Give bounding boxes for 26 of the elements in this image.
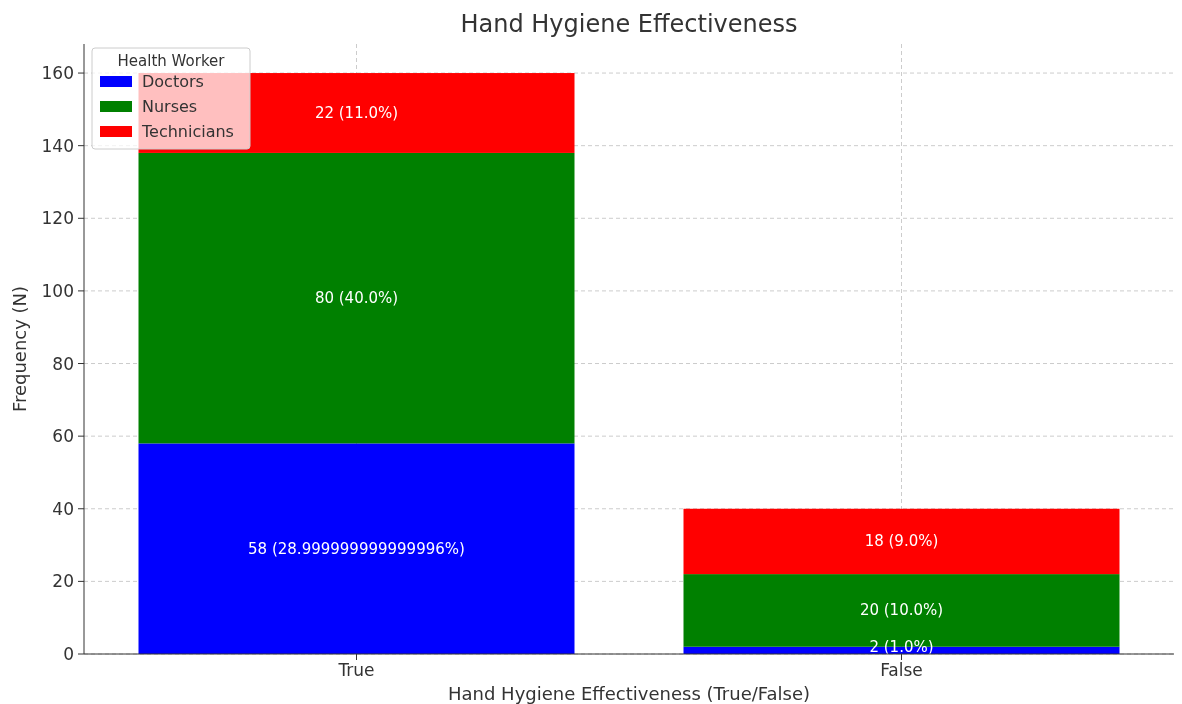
y-tick-label: 100 <box>41 280 74 301</box>
y-axis-title: Frequency (N) <box>9 285 30 413</box>
x-axis-title: Hand Hygiene Effectiveness (True/False) <box>447 683 811 704</box>
x-tick-label: False <box>880 660 923 680</box>
y-tick-label: 120 <box>41 208 74 229</box>
y-tick-label: 80 <box>52 353 74 374</box>
y-tick-label: 20 <box>52 571 74 592</box>
bar <box>683 508 1120 575</box>
y-tick-label: 40 <box>52 498 74 519</box>
x-tick-label: True <box>337 660 375 680</box>
bar <box>138 152 575 444</box>
data-label: 22 (11.0%) <box>314 103 399 122</box>
y-tick-label: 0 <box>63 644 74 664</box>
chart-title: Hand Hygiene Effectiveness <box>460 10 798 38</box>
data-label: 80 (40.0%) <box>314 289 399 308</box>
y-tick-label: 140 <box>41 135 74 156</box>
legend-title: Health Worker <box>117 52 226 70</box>
data-label: 58 (28.999999999999996%) <box>248 539 465 558</box>
y-tick-label: 60 <box>52 426 74 447</box>
y-tick-label: 160 <box>41 63 74 84</box>
legend-label: Technicians <box>141 122 234 141</box>
data-label: 20 (10.0%) <box>859 601 944 620</box>
legend-label: Nurses <box>142 97 198 116</box>
legend-label: Doctors <box>142 72 204 91</box>
bar <box>138 443 575 654</box>
data-label: 18 (9.0%) <box>864 532 939 551</box>
